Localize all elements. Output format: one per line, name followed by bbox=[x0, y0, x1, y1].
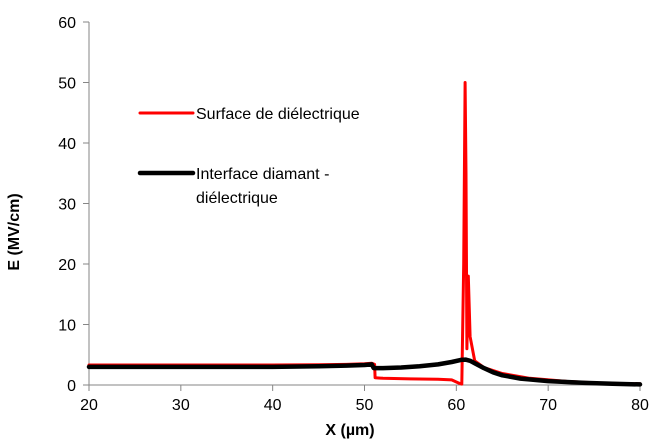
legend: Surface de diélectrique Interface diamant… bbox=[137, 106, 360, 207]
x-tick-label: 20 bbox=[80, 397, 98, 414]
x-tick-label: 70 bbox=[539, 397, 557, 414]
y-tick-label: 50 bbox=[58, 76, 76, 93]
y-tick-label: 20 bbox=[58, 257, 76, 274]
x-tick-label: 80 bbox=[631, 397, 649, 414]
series-layer bbox=[86, 81, 643, 387]
y-axis-title: E (MV/cm) bbox=[6, 193, 23, 270]
y-axis-ticks: 0 10 20 30 40 50 60 bbox=[58, 15, 89, 395]
legend-label-1: Surface de diélectrique bbox=[196, 106, 360, 123]
x-tick-label: 60 bbox=[447, 397, 465, 414]
series-line-2 bbox=[86, 357, 643, 387]
x-axis-title: X (µm) bbox=[325, 422, 374, 439]
x-tick-label: 30 bbox=[172, 397, 190, 414]
y-tick-label: 0 bbox=[67, 378, 76, 395]
y-tick-label: 60 bbox=[58, 15, 76, 32]
x-tick-label: 50 bbox=[356, 397, 374, 414]
y-tick-label: 10 bbox=[58, 318, 76, 335]
x-axis-ticks: 20 30 40 50 60 70 80 bbox=[80, 385, 649, 414]
series-line-1 bbox=[87, 81, 642, 386]
legend-label-2: Interface diamant -diélectrique bbox=[196, 166, 329, 207]
y-tick-label: 40 bbox=[58, 136, 76, 153]
x-tick-label: 40 bbox=[264, 397, 282, 414]
y-tick-label: 30 bbox=[58, 197, 76, 214]
